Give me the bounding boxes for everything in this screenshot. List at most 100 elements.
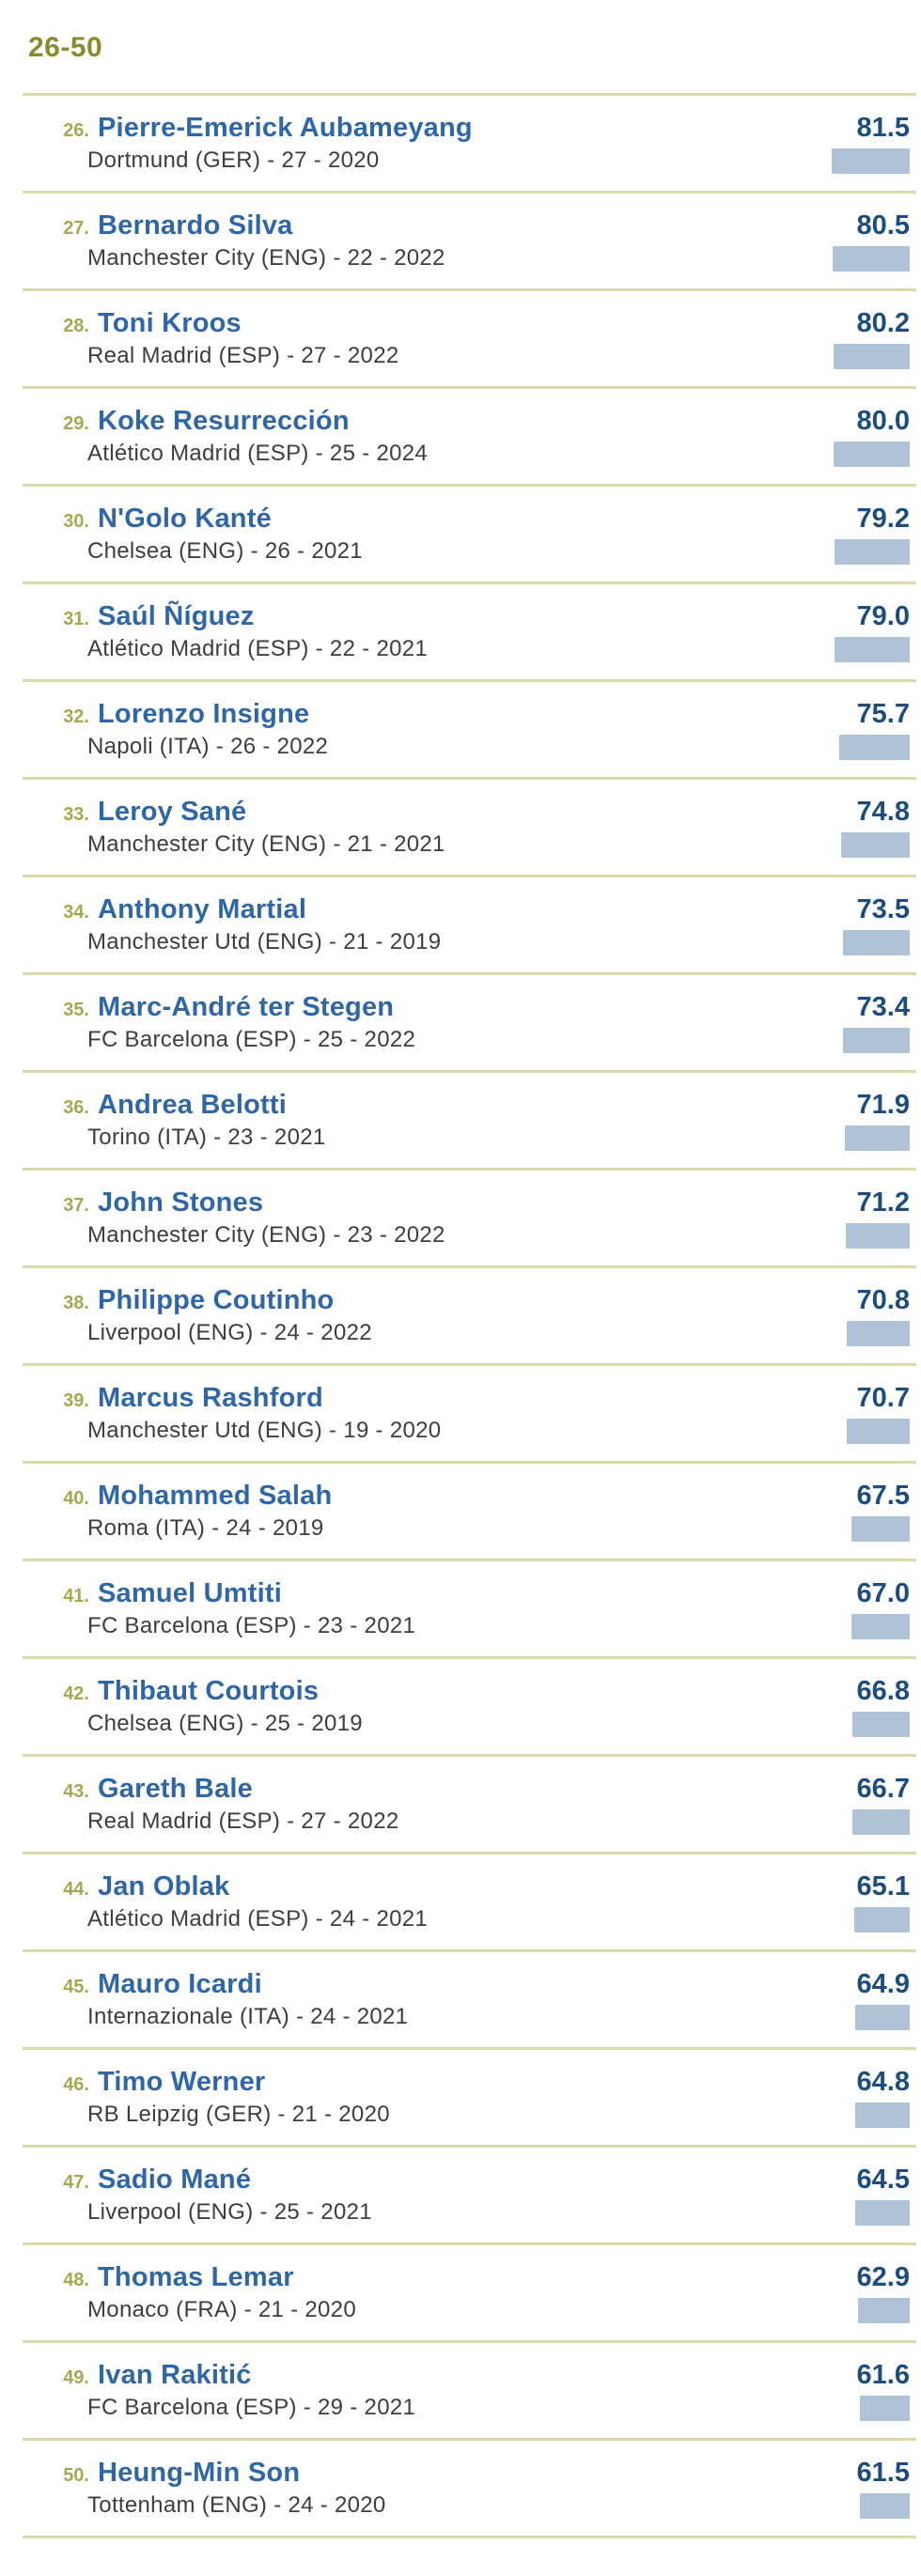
- player-row: 43. Gareth Bale 66.7 Real Madrid (ESP) -…: [23, 1754, 916, 1852]
- rating-bar: [846, 1222, 910, 1249]
- player-rank: 50.: [63, 2465, 89, 2486]
- player-details: Manchester Utd (ENG) - 21 - 2019: [87, 929, 442, 954]
- player-details: Liverpool (ENG) - 25 - 2021: [87, 2199, 372, 2225]
- rating-bar: [843, 1027, 910, 1053]
- player-row: 37. John Stones 71.2 Manchester City (EN…: [23, 1168, 916, 1265]
- player-row-sub-line: Internazionale (ITA) - 24 - 2021: [23, 2002, 910, 2032]
- player-name[interactable]: Marcus Rashford: [98, 1383, 323, 1413]
- player-list: 26. Pierre-Emerick Aubameyang 81.5 Dortm…: [23, 93, 916, 2538]
- player-row-sub-line: FC Barcelona (ESP) - 25 - 2022: [23, 1025, 910, 1055]
- player-row: 40. Mohammed Salah 67.5 Roma (ITA) - 24 …: [23, 1461, 916, 1559]
- player-rank: 32.: [63, 706, 89, 727]
- player-name[interactable]: Mohammed Salah: [98, 1481, 333, 1511]
- player-row-main-line: 35. Marc-André ter Stegen 73.4: [23, 991, 910, 1023]
- player-rank: 39.: [63, 1390, 89, 1411]
- player-name[interactable]: Leroy Sané: [98, 797, 247, 827]
- rating-bar: [834, 343, 910, 369]
- player-name[interactable]: Timo Werner: [98, 2067, 266, 2097]
- player-name[interactable]: Bernardo Silva: [98, 210, 293, 241]
- rating-bar: [847, 1418, 910, 1444]
- player-rating: 80.5: [856, 210, 910, 241]
- player-rank: 36.: [63, 1097, 89, 1118]
- player-name[interactable]: N'Golo Kanté: [98, 504, 272, 534]
- ranking-section: 26-50 26. Pierre-Emerick Aubameyang 81.5…: [23, 31, 916, 2538]
- player-rank: 29.: [63, 413, 89, 434]
- player-name[interactable]: Gareth Bale: [98, 1774, 253, 1804]
- player-row-sub-line: Torino (ITA) - 23 - 2021: [23, 1123, 910, 1153]
- player-row: 28. Toni Kroos 80.2 Real Madrid (ESP) - …: [23, 288, 916, 386]
- player-name[interactable]: Anthony Martial: [98, 894, 307, 924]
- player-name[interactable]: Andrea Belotti: [98, 1090, 287, 1120]
- player-name[interactable]: Saúl Ñíguez: [98, 601, 255, 631]
- player-row-main-line: 46. Timo Werner 64.8: [23, 2066, 910, 2098]
- player-row: 46. Timo Werner 64.8 RB Leipzig (GER) - …: [23, 2047, 916, 2145]
- player-row-main-line: 43. Gareth Bale 66.7: [23, 1773, 910, 1805]
- player-rank: 43.: [63, 1781, 89, 1802]
- player-name[interactable]: Samuel Umtiti: [98, 1578, 282, 1608]
- player-rating: 67.0: [856, 1578, 910, 1608]
- player-rating: 66.8: [856, 1676, 910, 1706]
- player-row-main-line: 44. Jan Oblak 65.1: [23, 1870, 910, 1902]
- player-row: 39. Marcus Rashford 70.7 Manchester Utd …: [23, 1363, 916, 1461]
- rating-bar: [834, 441, 910, 467]
- rating-bar: [851, 1613, 910, 1639]
- player-details: Torino (ITA) - 23 - 2021: [87, 1125, 326, 1150]
- player-name[interactable]: Koke Resurrección: [98, 406, 350, 436]
- player-rank: 37.: [63, 1195, 89, 1216]
- player-row-main-line: 31. Saúl Ñíguez 79.0: [23, 600, 910, 632]
- rating-bar: [858, 2297, 910, 2323]
- player-details: Napoli (ITA) - 26 - 2022: [87, 734, 329, 759]
- player-row: 27. Bernardo Silva 80.5 Manchester City …: [23, 191, 916, 288]
- player-row-sub-line: Real Madrid (ESP) - 27 - 2022: [23, 341, 910, 371]
- player-rank: 28.: [63, 316, 89, 336]
- rating-bar: [855, 2004, 910, 2030]
- player-rank: 47.: [63, 2172, 89, 2193]
- player-details: Manchester City (ENG) - 23 - 2022: [87, 1222, 445, 1248]
- player-name[interactable]: John Stones: [98, 1187, 264, 1218]
- player-rating: 67.5: [856, 1481, 910, 1511]
- player-name[interactable]: Marc-André ter Stegen: [98, 992, 395, 1022]
- player-rank: 30.: [63, 511, 89, 532]
- player-rating: 61.5: [856, 2458, 910, 2488]
- player-row-sub-line: Chelsea (ENG) - 26 - 2021: [23, 536, 910, 566]
- player-row-main-line: 50. Heung-Min Son 61.5: [23, 2457, 910, 2489]
- rating-bar: [852, 1711, 910, 1737]
- player-details: FC Barcelona (ESP) - 25 - 2022: [87, 1027, 416, 1052]
- rating-bar: [860, 2492, 910, 2519]
- player-name[interactable]: Thomas Lemar: [98, 2262, 294, 2292]
- player-row-sub-line: FC Barcelona (ESP) - 29 - 2021: [23, 2393, 910, 2423]
- player-rating: 73.4: [856, 992, 910, 1022]
- player-row-sub-line: Roma (ITA) - 24 - 2019: [23, 1513, 910, 1544]
- player-name[interactable]: Philippe Coutinho: [98, 1285, 335, 1315]
- player-name[interactable]: Jan Oblak: [98, 1871, 230, 1901]
- player-row: 30. N'Golo Kanté 79.2 Chelsea (ENG) - 26…: [23, 484, 916, 582]
- player-name[interactable]: Mauro Icardi: [98, 1969, 262, 1999]
- player-row-sub-line: Tottenham (ENG) - 24 - 2020: [23, 2491, 910, 2521]
- player-row-main-line: 39. Marcus Rashford 70.7: [23, 1382, 910, 1414]
- player-name[interactable]: Ivan Rakitić: [98, 2360, 252, 2390]
- player-details: Atlético Madrid (ESP) - 25 - 2024: [87, 441, 429, 466]
- player-rating: 65.1: [856, 1871, 910, 1901]
- player-name[interactable]: Thibaut Courtois: [98, 1676, 320, 1706]
- player-name[interactable]: Sadio Mané: [98, 2165, 252, 2195]
- player-row-main-line: 37. John Stones 71.2: [23, 1187, 910, 1218]
- player-name[interactable]: Heung-Min Son: [98, 2458, 301, 2488]
- player-row-sub-line: Liverpool (ENG) - 25 - 2021: [23, 2197, 910, 2227]
- player-name[interactable]: Toni Kroos: [98, 308, 242, 338]
- player-row: 29. Koke Resurrección 80.0 Atlético Madr…: [23, 386, 916, 484]
- player-row-sub-line: Manchester City (ENG) - 22 - 2022: [23, 243, 910, 273]
- player-row: 26. Pierre-Emerick Aubameyang 81.5 Dortm…: [23, 93, 916, 191]
- player-name[interactable]: Lorenzo Insigne: [98, 699, 310, 729]
- rating-bar: [847, 1320, 910, 1346]
- player-name[interactable]: Pierre-Emerick Aubameyang: [98, 113, 473, 143]
- player-details: Manchester City (ENG) - 22 - 2022: [87, 245, 445, 271]
- player-row: 48. Thomas Lemar 62.9 Monaco (FRA) - 21 …: [23, 2242, 916, 2340]
- player-row-main-line: 48. Thomas Lemar 62.9: [23, 2261, 910, 2293]
- player-row-sub-line: Atlético Madrid (ESP) - 25 - 2024: [23, 439, 910, 469]
- player-rank: 42.: [63, 1684, 89, 1704]
- player-details: Manchester Utd (ENG) - 19 - 2020: [87, 1418, 442, 1443]
- player-rank: 48.: [63, 2270, 89, 2290]
- player-rating: 64.8: [856, 2067, 910, 2097]
- player-row-sub-line: Atlético Madrid (ESP) - 22 - 2021: [23, 634, 910, 664]
- rating-bar: [835, 538, 910, 565]
